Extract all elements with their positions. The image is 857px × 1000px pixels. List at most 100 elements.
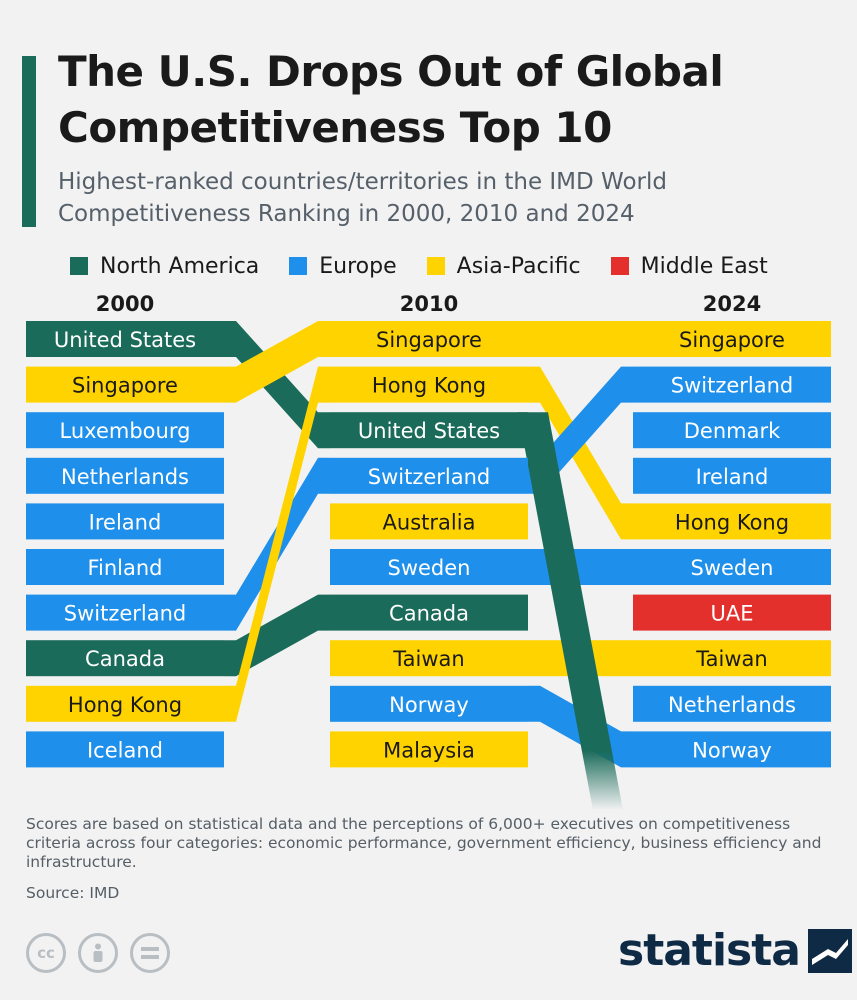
rank-box: Denmark [633, 412, 831, 449]
rank-box-bg [26, 549, 224, 585]
rank-box-bg [26, 503, 224, 540]
rank-box: Taiwan [633, 640, 831, 677]
rank-box: Netherlands [26, 457, 224, 494]
rank-box-bg [26, 412, 224, 449]
person-icon[interactable] [78, 933, 118, 973]
cc-icon[interactable]: cc [26, 933, 66, 973]
rank-box-label: Hong Kong [675, 510, 789, 534]
rank-box: Luxembourg [26, 412, 224, 449]
year-header-2010: 2010 [400, 292, 458, 316]
rank-box-bg [330, 685, 528, 722]
rank-box-label: Singapore [679, 328, 785, 352]
legend-swatch [610, 257, 629, 275]
legend-label: Europe [319, 253, 397, 279]
year-header-2000: 2000 [96, 292, 154, 316]
rank-box: Sweden [633, 549, 831, 585]
rank-box: Ireland [633, 457, 831, 494]
year-header-2024: 2024 [703, 292, 761, 316]
flow-hong-kong [224, 366, 330, 722]
rank-box: Switzerland [26, 594, 224, 631]
rank-box: Ireland [26, 503, 224, 540]
footnote: Scores are based on statistical data and… [26, 815, 822, 871]
legend-label: North America [100, 253, 260, 279]
rank-box: Taiwan [330, 640, 528, 677]
legend-swatch [426, 257, 445, 275]
rank-box-bg [330, 640, 528, 677]
statista-mark-icon [807, 928, 852, 973]
rank-box-bg [330, 366, 528, 403]
rank-box-label: Hong Kong [372, 374, 486, 398]
ranking-chart: 2000 2010 2024 United States Singapore Luxemb… [26, 292, 831, 810]
rank-box-bg [330, 731, 528, 768]
brand-wordmark: statista [618, 925, 801, 976]
rank-box-bg [26, 366, 224, 403]
rank-box: Switzerland [330, 457, 528, 494]
rank-box: Singapore [26, 366, 224, 403]
rank-box: United States [26, 321, 224, 357]
flow-singapore [224, 321, 330, 403]
rank-box: Norway [633, 731, 831, 768]
rank-box-bg [633, 457, 831, 494]
rank-box-label: Sweden [691, 556, 774, 580]
legend-item-middle-east: Middle East [610, 251, 768, 281]
legend-item-asia-pacific: Asia-Pacific [426, 251, 581, 281]
rank-box-label: Malaysia [383, 738, 475, 762]
legend-item-north-america: North America [70, 251, 259, 281]
rank-box-bg [26, 321, 224, 357]
rank-box: United States [330, 412, 528, 449]
rank-box-bg [633, 640, 831, 677]
source-text: Source: IMD [26, 884, 120, 902]
equals-icon[interactable] [130, 933, 170, 973]
rank-box-label: Denmark [684, 419, 781, 443]
rank-box-label: Singapore [376, 328, 482, 352]
rank-box-label: Netherlands [668, 693, 796, 717]
rank-box: Australia [330, 503, 528, 540]
rank-box: Hong Kong [26, 685, 224, 722]
rank-box-bg [26, 731, 224, 768]
accent-bar [22, 56, 36, 227]
rank-box-label: Finland [87, 556, 162, 580]
rank-box-label: Switzerland [368, 465, 491, 489]
rank-box-bg [633, 685, 831, 722]
rank-box-bg [26, 640, 224, 677]
rank-box-label: Norway [692, 738, 772, 762]
rank-box-bg [330, 457, 528, 494]
rank-box: Singapore [633, 321, 831, 357]
rank-box-bg [633, 594, 831, 631]
rank-box-bg [26, 457, 224, 494]
flow-singapore [528, 321, 633, 357]
rank-box-bg [633, 412, 831, 449]
rank-box: Hong Kong [330, 366, 528, 403]
rank-box-label: United States [358, 419, 500, 443]
rank-box-label: Norway [389, 693, 469, 717]
rank-box: Hong Kong [633, 503, 831, 540]
page-subtitle: Highest-ranked countries/territories in … [58, 169, 667, 227]
rank-box: Netherlands [633, 685, 831, 722]
rank-box-label: Singapore [72, 374, 178, 398]
rank-box-label: Canada [85, 647, 165, 671]
rank-box-label: Australia [383, 510, 476, 534]
flow-united-states [224, 321, 330, 449]
flow-hong-kong [528, 366, 633, 540]
rank-box-bg [633, 549, 831, 585]
rank-box: UAE [633, 594, 831, 631]
rank-box-label: United States [54, 328, 196, 352]
rank-box-bg [330, 412, 528, 449]
rank-box-bg [633, 731, 831, 768]
rank-box-label: Switzerland [671, 374, 794, 398]
rank-box-label: Ireland [696, 465, 769, 489]
legend-label: Asia-Pacific [456, 253, 581, 279]
rank-box-bg [26, 685, 224, 722]
rank-box-label: Taiwan [392, 647, 464, 671]
legend-swatch [289, 257, 308, 275]
rank-box-label: Taiwan [695, 647, 767, 671]
statista-logo[interactable]: statista [618, 925, 852, 976]
rank-box: Canada [26, 640, 224, 677]
rank-box-bg [633, 366, 831, 403]
legend: North America Europe Asia-Pacific Middle… [70, 251, 768, 281]
legend-item-europe: Europe [289, 251, 397, 281]
rank-box-bg [330, 503, 528, 540]
legend-swatch [70, 257, 88, 275]
rank-box-bg [26, 594, 224, 631]
rank-box: Norway [330, 685, 528, 722]
